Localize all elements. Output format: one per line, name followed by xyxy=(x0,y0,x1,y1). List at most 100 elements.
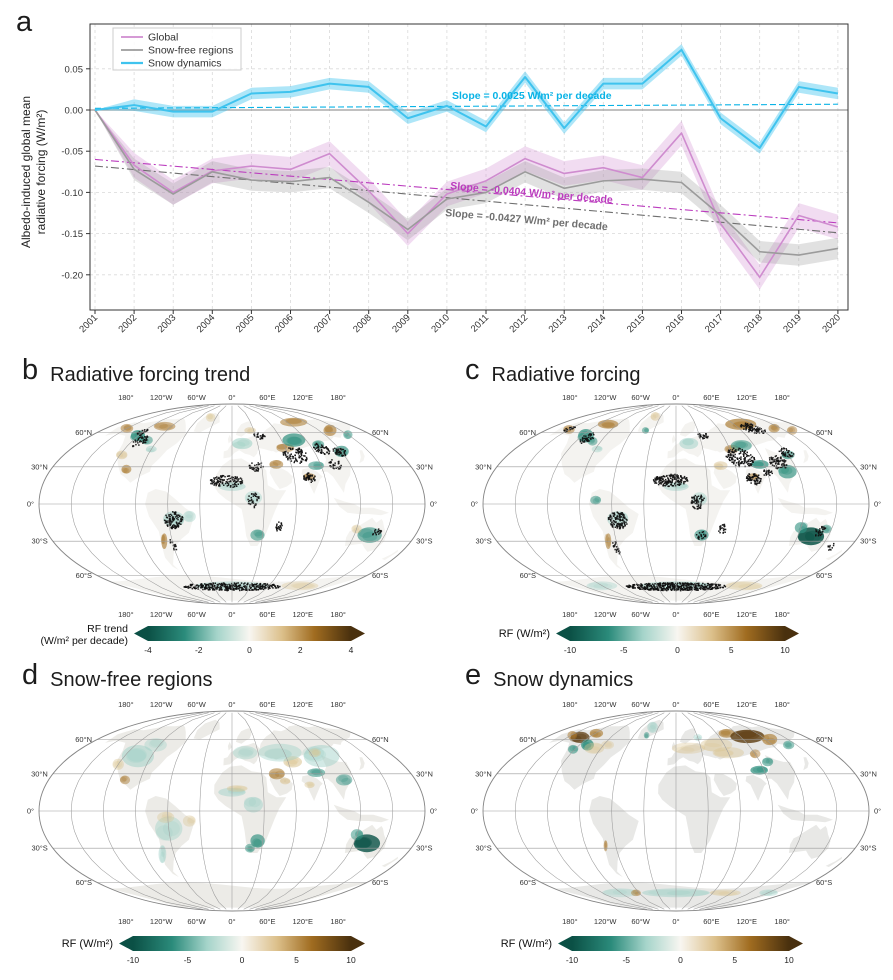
svg-text:2015: 2015 xyxy=(625,312,648,335)
panel-header-c: c Radiative forcing xyxy=(465,356,640,386)
svg-text:Slope = 0.0025 W/m² per decade: Slope = 0.0025 W/m² per decade xyxy=(452,90,612,102)
svg-text:0°: 0° xyxy=(471,500,478,509)
svg-text:60°E: 60°E xyxy=(259,917,275,926)
map-radiative-forcing: 180° 180° 120°W 120°W 60°W 60°W 0° 0° 60°E 60°E 12… xyxy=(471,393,881,619)
svg-text:120°W: 120°W xyxy=(150,610,174,619)
svg-text:60°E: 60°E xyxy=(703,610,719,619)
svg-text:30°S: 30°S xyxy=(31,844,47,853)
svg-text:RF (W/m²): RF (W/m²) xyxy=(62,938,113,950)
svg-text:-2: -2 xyxy=(195,645,203,655)
svg-text:2020: 2020 xyxy=(820,312,843,335)
svg-text:Slope = -0.0427 W/m² per decad: Slope = -0.0427 W/m² per decade xyxy=(445,207,609,233)
svg-text:2011: 2011 xyxy=(469,312,491,334)
svg-text:2007: 2007 xyxy=(312,312,335,335)
svg-text:120°E: 120°E xyxy=(737,700,758,709)
svg-text:60°N: 60°N xyxy=(372,428,389,437)
svg-text:0°: 0° xyxy=(874,807,881,816)
svg-text:Albedo-induced global mean: Albedo-induced global mean xyxy=(19,96,33,248)
svg-text:0°: 0° xyxy=(874,500,881,509)
svg-text:180°: 180° xyxy=(330,393,346,402)
svg-text:2019: 2019 xyxy=(781,312,804,335)
svg-text:30°N: 30°N xyxy=(416,462,433,471)
svg-text:-0.15: -0.15 xyxy=(61,229,83,240)
panel-title-e: Snow dynamics xyxy=(493,669,634,691)
svg-text:0°: 0° xyxy=(27,500,34,509)
map-snow-free-regions: 180° 180° 120°W 120°W 60°W 60°W 0° 0° 60°E 60°E 12… xyxy=(27,700,437,926)
svg-text:RF (W/m²): RF (W/m²) xyxy=(499,628,550,640)
map-snow-dynamics: 180° 180° 120°W 120°W 60°W 60°W 0° 0° 60°E 60°E 12… xyxy=(471,700,881,926)
svg-text:60°S: 60°S xyxy=(372,878,388,887)
svg-text:5: 5 xyxy=(729,645,734,655)
svg-text:60°E: 60°E xyxy=(703,700,719,709)
svg-text:180°: 180° xyxy=(774,700,790,709)
svg-text:30°S: 30°S xyxy=(475,537,491,546)
map-radiative-forcing-trend: 180° 180° 120°W 120°W 60°W 60°W 0° 0° 60°E 60°E 12… xyxy=(27,393,437,619)
svg-text:120°W: 120°W xyxy=(150,700,174,709)
svg-text:-0.10: -0.10 xyxy=(61,188,83,199)
svg-text:0°: 0° xyxy=(672,610,679,619)
svg-text:4: 4 xyxy=(349,645,354,655)
svg-text:0°: 0° xyxy=(430,807,437,816)
svg-text:2001: 2001 xyxy=(77,312,100,335)
svg-text:60°N: 60°N xyxy=(816,428,833,437)
svg-text:30°S: 30°S xyxy=(31,537,47,546)
svg-text:120°E: 120°E xyxy=(293,917,314,926)
svg-text:2016: 2016 xyxy=(664,312,687,335)
svg-text:180°: 180° xyxy=(118,610,134,619)
svg-text:120°W: 120°W xyxy=(594,917,618,926)
svg-text:60°S: 60°S xyxy=(372,571,388,580)
svg-text:2017: 2017 xyxy=(703,312,726,335)
svg-text:120°E: 120°E xyxy=(737,610,758,619)
panel-header-e: e Snow dynamics xyxy=(465,661,634,691)
svg-text:0°: 0° xyxy=(228,700,235,709)
colorbar-rf-e: -10 -5 0 5 10 RF (W/m²) xyxy=(501,936,803,965)
svg-text:180°: 180° xyxy=(562,393,578,402)
svg-text:60°E: 60°E xyxy=(703,917,719,926)
svg-text:0°: 0° xyxy=(228,917,235,926)
panel-title-d: Snow-free regions xyxy=(50,669,213,691)
svg-text:180°: 180° xyxy=(118,917,134,926)
svg-text:60°E: 60°E xyxy=(259,700,275,709)
line-chart-panel-a: 2001 2002 2003 2004 2005 2006 2007 2008 2009 2010… xyxy=(19,23,849,335)
svg-text:2004: 2004 xyxy=(195,312,218,335)
svg-text:180°: 180° xyxy=(774,393,790,402)
svg-text:120°E: 120°E xyxy=(293,700,314,709)
svg-text:2005: 2005 xyxy=(234,312,257,335)
svg-text:120°E: 120°E xyxy=(737,917,758,926)
svg-text:30°N: 30°N xyxy=(860,769,877,778)
svg-text:120°W: 120°W xyxy=(594,610,618,619)
colorbar-rf-d: -10 -5 0 5 10 RF (W/m²) xyxy=(62,936,365,965)
svg-text:30°S: 30°S xyxy=(416,844,432,853)
svg-text:60°N: 60°N xyxy=(372,735,389,744)
svg-text:30°N: 30°N xyxy=(475,462,492,471)
svg-text:120°E: 120°E xyxy=(737,393,758,402)
svg-text:30°N: 30°N xyxy=(860,462,877,471)
svg-text:180°: 180° xyxy=(562,610,578,619)
colorbar-rf-c: -10 -5 0 5 10 RF (W/m²) xyxy=(499,626,799,655)
svg-text:0: 0 xyxy=(247,645,252,655)
svg-text:180°: 180° xyxy=(330,610,346,619)
svg-text:-10: -10 xyxy=(127,955,140,965)
svg-text:60°W: 60°W xyxy=(631,700,650,709)
svg-text:10: 10 xyxy=(784,955,794,965)
svg-text:0.05: 0.05 xyxy=(65,64,84,75)
svg-text:180°: 180° xyxy=(118,700,134,709)
svg-text:60°S: 60°S xyxy=(520,571,536,580)
svg-text:2009: 2009 xyxy=(390,312,413,335)
svg-text:0°: 0° xyxy=(672,917,679,926)
svg-text:5: 5 xyxy=(732,955,737,965)
svg-text:-10: -10 xyxy=(564,645,577,655)
svg-text:30°S: 30°S xyxy=(475,844,491,853)
svg-text:-4: -4 xyxy=(144,645,152,655)
svg-text:Global: Global xyxy=(148,32,178,44)
colorbar-rf-trend: -4 -2 0 2 4 RF trend(W/m² per decade) xyxy=(40,623,365,655)
svg-text:0°: 0° xyxy=(228,610,235,619)
svg-text:0°: 0° xyxy=(672,700,679,709)
svg-text:60°W: 60°W xyxy=(187,393,206,402)
svg-text:60°W: 60°W xyxy=(187,610,206,619)
svg-text:radiative forcing (W/m²): radiative forcing (W/m²) xyxy=(34,110,48,235)
svg-text:-0.05: -0.05 xyxy=(61,147,83,158)
svg-text:2002: 2002 xyxy=(116,312,139,335)
svg-text:30°N: 30°N xyxy=(416,769,433,778)
